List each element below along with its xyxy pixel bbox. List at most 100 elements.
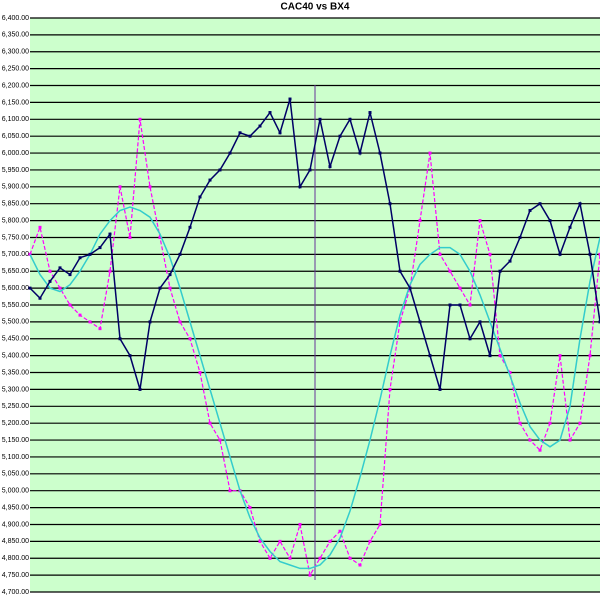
data-point [308, 573, 312, 577]
data-point [148, 185, 152, 189]
y-tick-label: 5,900.00 [2, 184, 29, 191]
data-point [268, 556, 272, 560]
data-point [108, 232, 112, 236]
y-tick-label: 4,700.00 [2, 589, 29, 596]
data-point [88, 320, 92, 324]
y-tick-label: 4,750.00 [2, 572, 29, 579]
data-point [218, 438, 222, 442]
data-point [438, 252, 442, 256]
data-point [178, 252, 182, 256]
y-tick-label: 4,950.00 [2, 504, 29, 511]
data-point [98, 327, 102, 331]
data-point [478, 320, 482, 324]
data-point [358, 151, 362, 155]
data-point [338, 529, 342, 533]
data-point [248, 134, 252, 138]
data-point [558, 252, 562, 256]
data-point [578, 202, 582, 206]
series-line [29, 206, 600, 570]
data-point [298, 185, 302, 189]
data-point [138, 117, 142, 121]
y-tick-label: 6,350.00 [2, 32, 29, 39]
data-point [328, 539, 332, 543]
data-point [458, 303, 462, 307]
data-point [198, 371, 202, 375]
y-tick-label: 6,250.00 [2, 65, 29, 72]
data-point [338, 134, 342, 138]
data-point [258, 124, 262, 128]
data-point [48, 269, 52, 273]
data-point [318, 556, 322, 560]
y-tick-label: 5,250.00 [2, 403, 29, 410]
data-point [178, 320, 182, 324]
data-point [568, 225, 572, 229]
data-point [28, 286, 32, 290]
data-point [438, 387, 442, 391]
data-point [588, 252, 592, 256]
data-point [358, 563, 362, 567]
data-point [228, 151, 232, 155]
data-point [228, 489, 232, 493]
data-point [578, 421, 582, 425]
data-point [188, 337, 192, 341]
data-point [78, 256, 82, 260]
data-point [238, 131, 242, 135]
y-tick-label: 5,950.00 [2, 167, 29, 174]
y-tick-label: 5,550.00 [2, 302, 29, 309]
data-point [118, 337, 122, 341]
data-point [168, 286, 172, 290]
data-point [258, 539, 262, 543]
data-point [508, 371, 512, 375]
y-tick-label: 4,800.00 [2, 555, 29, 562]
data-point [318, 117, 322, 121]
data-point [148, 320, 152, 324]
y-tick-label: 5,600.00 [2, 285, 29, 292]
y-tick-label: 5,050.00 [2, 471, 29, 478]
data-point [418, 320, 422, 324]
y-tick-label: 5,400.00 [2, 352, 29, 359]
data-point [388, 387, 392, 391]
data-point [288, 556, 292, 560]
data-point [278, 539, 282, 543]
data-point [598, 320, 600, 324]
data-point [388, 202, 392, 206]
data-point [518, 421, 522, 425]
y-tick-label: 6,100.00 [2, 116, 29, 123]
data-point [58, 286, 62, 290]
chart-title: CAC40 vs BX4 [281, 2, 350, 13]
y-tick-label: 5,100.00 [2, 454, 29, 461]
data-point [598, 252, 600, 256]
y-tick-label: 5,850.00 [2, 201, 29, 208]
data-point [548, 219, 552, 223]
data-point [328, 165, 332, 169]
data-point [558, 354, 562, 358]
data-point [288, 97, 292, 101]
data-point [508, 259, 512, 263]
data-point [498, 354, 502, 358]
data-point [488, 252, 492, 256]
data-point [28, 252, 32, 256]
y-tick-label: 5,350.00 [2, 369, 29, 376]
y-tick-label: 6,200.00 [2, 82, 29, 89]
y-tick-label: 6,150.00 [2, 99, 29, 106]
data-point [158, 235, 162, 239]
data-point [218, 168, 222, 172]
y-tick-label: 4,900.00 [2, 521, 29, 528]
data-point [568, 438, 572, 442]
y-tick-label: 5,800.00 [2, 217, 29, 224]
data-point [468, 303, 472, 307]
data-point [488, 354, 492, 358]
data-point [168, 273, 172, 277]
series-line [29, 98, 600, 390]
y-tick-label: 5,450.00 [2, 336, 29, 343]
data-point [428, 354, 432, 358]
data-point [418, 219, 422, 223]
y-tick-label: 5,300.00 [2, 386, 29, 393]
data-point [498, 269, 502, 273]
data-point [98, 246, 102, 250]
data-point [368, 539, 372, 543]
y-tick-label: 6,000.00 [2, 150, 29, 157]
y-tick-label: 5,650.00 [2, 268, 29, 275]
data-point [138, 387, 142, 391]
